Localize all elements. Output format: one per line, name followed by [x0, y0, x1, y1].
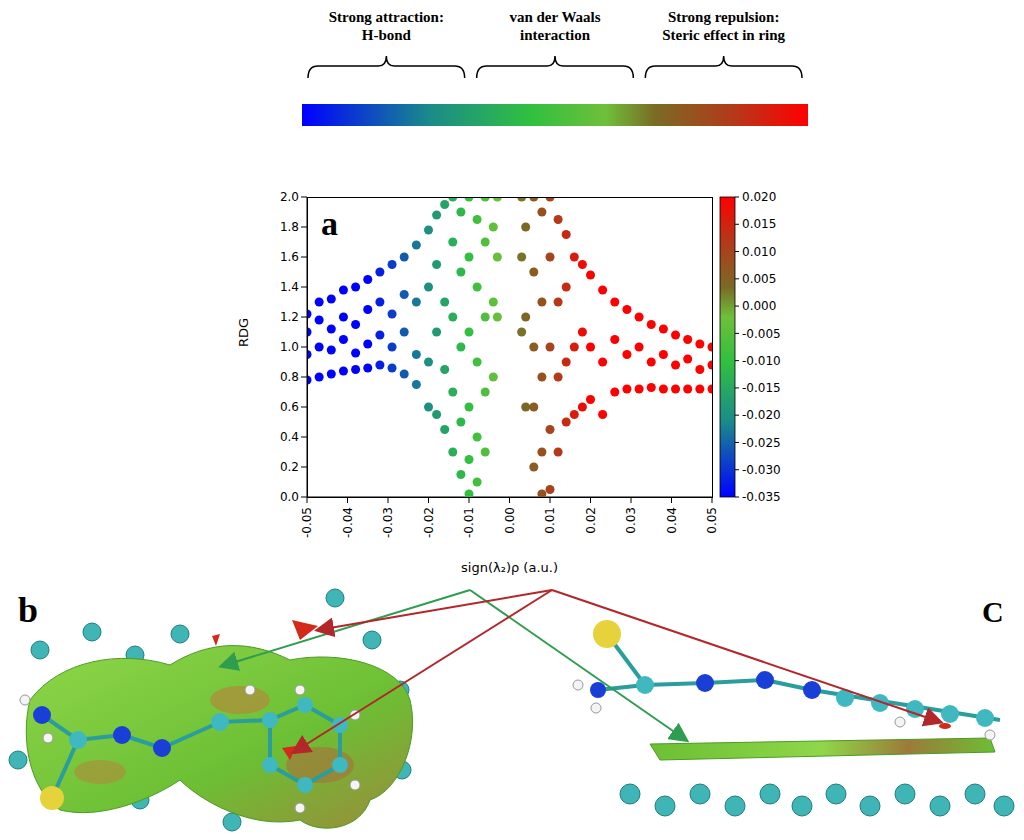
- svg-text:0.6: 0.6: [280, 400, 299, 414]
- svg-text:1.2: 1.2: [280, 310, 299, 324]
- svg-text:sign(λ₂)ρ (a.u.): sign(λ₂)ρ (a.u.): [461, 560, 558, 575]
- svg-text:0.02: 0.02: [584, 507, 598, 534]
- svg-text:0.00: 0.00: [503, 507, 517, 534]
- svg-text:0.015: 0.015: [742, 217, 776, 231]
- svg-text:-0.020: -0.020: [742, 408, 781, 422]
- svg-text:-0.03: -0.03: [381, 507, 395, 538]
- svg-text:-0.030: -0.030: [742, 463, 781, 477]
- svg-text:-0.015: -0.015: [742, 381, 781, 395]
- svg-text:0.010: 0.010: [742, 245, 776, 259]
- svg-text:0.000: 0.000: [742, 299, 776, 313]
- svg-text:0.020: 0.020: [742, 191, 776, 204]
- svg-text:RDG: RDG: [236, 318, 251, 347]
- svg-text:0.4: 0.4: [280, 430, 299, 444]
- svg-text:Strong attraction:: Strong attraction:: [329, 9, 444, 25]
- svg-text:0.01: 0.01: [543, 507, 557, 534]
- svg-text:1.6: 1.6: [280, 250, 299, 264]
- svg-text:-0.010: -0.010: [742, 354, 781, 368]
- svg-text:C: C: [982, 595, 1004, 628]
- html-text:a: a: [321, 205, 338, 242]
- svg-text:0.005: 0.005: [742, 272, 776, 286]
- svg-text:-0.05: -0.05: [300, 507, 314, 538]
- svg-text:-0.04: -0.04: [341, 507, 355, 538]
- svg-text:Strong repulsion:: Strong repulsion:: [668, 9, 780, 25]
- svg-text:0.8: 0.8: [280, 370, 299, 384]
- svg-text:Steric effect in ring: Steric effect in ring: [662, 27, 785, 43]
- svg-text:0.04: 0.04: [665, 507, 679, 534]
- svg-text:van der Waals: van der Waals: [509, 9, 600, 25]
- svg-text:0.0: 0.0: [280, 490, 299, 504]
- svg-text:-0.005: -0.005: [742, 327, 781, 341]
- svg-text:interaction: interaction: [520, 27, 591, 43]
- svg-text:H-bond: H-bond: [362, 27, 412, 43]
- svg-text:1.0: 1.0: [280, 340, 299, 354]
- svg-text:b: b: [18, 590, 38, 630]
- svg-text:-0.025: -0.025: [742, 436, 781, 450]
- svg-text:1.4: 1.4: [280, 280, 299, 294]
- svg-text:0.03: 0.03: [624, 507, 638, 534]
- svg-text:-0.02: -0.02: [422, 507, 436, 538]
- svg-text:-0.035: -0.035: [742, 490, 781, 503]
- svg-text:0.05: 0.05: [705, 507, 719, 534]
- svg-text:0.2: 0.2: [280, 460, 299, 474]
- svg-text:2.0: 2.0: [280, 190, 299, 204]
- svg-text:-0.01: -0.01: [462, 507, 476, 538]
- svg-text:1.8: 1.8: [280, 220, 299, 234]
